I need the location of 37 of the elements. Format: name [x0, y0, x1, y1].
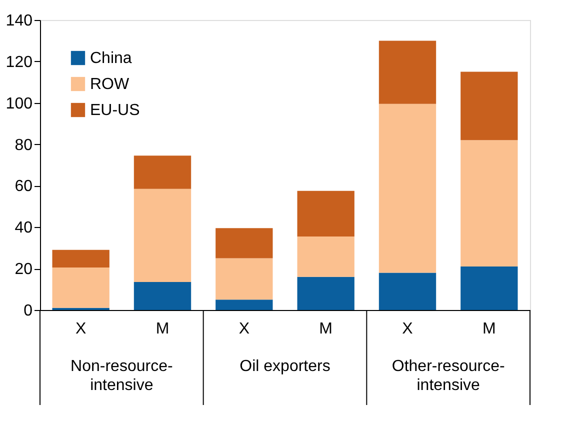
bar [216, 300, 273, 310]
bar [378, 272, 436, 310]
legend-label: ROW [90, 76, 130, 93]
text: Non-resource-intensive [70, 358, 173, 394]
y-tick-label: 80 [14, 136, 33, 154]
bar [378, 104, 436, 273]
bar [134, 156, 192, 189]
x-tick-label: X [75, 320, 86, 338]
x-tick-label: M [156, 320, 170, 338]
bar [216, 228, 273, 258]
x-tick-label: X [402, 320, 414, 338]
text: Oil exporters [240, 358, 330, 375]
bar [460, 266, 518, 310]
y-tick-label: 120 [6, 54, 33, 71]
y-tick-label: 60 [14, 178, 33, 196]
legend-label: EU-US [90, 102, 140, 119]
bar [134, 188, 192, 282]
y-tick-label: 40 [14, 220, 33, 237]
y-tick-label: 20 [14, 261, 33, 278]
bar [52, 250, 110, 268]
bar [378, 40, 436, 104]
text: Other-resource-intensive [392, 358, 505, 394]
bar [134, 282, 192, 310]
x-tick-label: M [319, 320, 332, 338]
x-tick-label: X [238, 320, 250, 338]
bar [460, 140, 518, 266]
legend-label: China [90, 50, 132, 67]
y-tick-label: 100 [6, 95, 33, 112]
x-tick-label: M [482, 320, 496, 338]
bar [297, 236, 354, 277]
bar [216, 258, 273, 300]
y-tick-label: 140 [6, 12, 33, 30]
bar [52, 268, 110, 308]
bar [460, 72, 518, 140]
bar [297, 190, 354, 236]
y-tick-label: 0 [24, 302, 33, 320]
bar [297, 276, 354, 310]
